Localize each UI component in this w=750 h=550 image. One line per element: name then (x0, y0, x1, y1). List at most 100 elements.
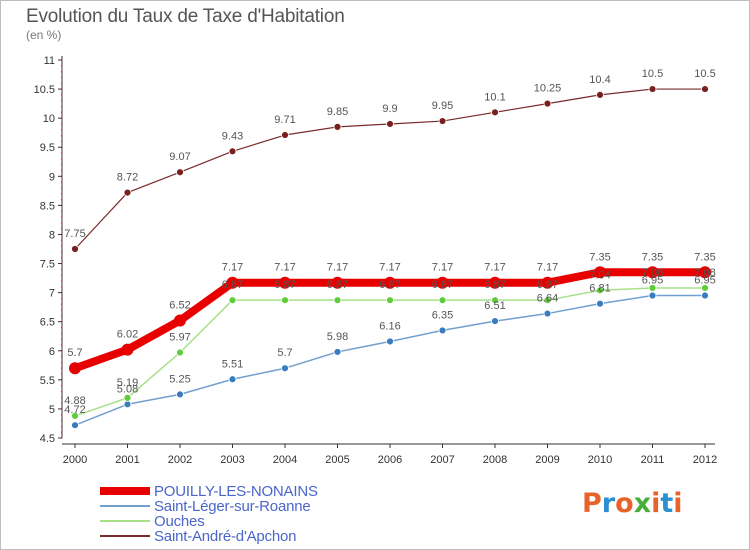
y-minor-tick (61, 327, 63, 329)
x-tick-label: 2005 (325, 454, 349, 466)
data-point (176, 348, 184, 357)
data-label: 7.17 (484, 262, 505, 274)
y-minor-tick (61, 164, 63, 166)
data-point (123, 393, 132, 402)
data-label: 5.51 (222, 358, 243, 370)
y-minor-tick (61, 414, 63, 416)
y-minor-tick (61, 100, 63, 102)
y-minor-tick (61, 135, 63, 137)
data-point (281, 296, 289, 305)
data-label: 7.04 (589, 269, 610, 281)
data-point (333, 348, 342, 356)
legend-label: POUILLY-LES-NONAINS (154, 483, 318, 500)
y-minor-tick (61, 193, 63, 195)
data-label: 5.97 (169, 332, 190, 344)
logo-letter: o (615, 488, 634, 519)
y-tick-label: 9 (49, 171, 55, 183)
y-minor-tick (61, 280, 63, 282)
data-label: 9.43 (222, 130, 243, 142)
data-label: 6.81 (589, 283, 610, 295)
y-minor-tick (61, 385, 63, 387)
y-minor-tick (61, 169, 63, 171)
data-label: 6.87 (222, 279, 243, 291)
data-point (648, 85, 657, 93)
data-point (71, 245, 79, 253)
data-point (543, 309, 552, 318)
data-point (438, 326, 447, 335)
data-label: 7.35 (589, 251, 610, 263)
data-point (701, 284, 709, 292)
data-point (648, 284, 657, 292)
logo-letter: r (601, 488, 616, 519)
y-minor-tick (61, 361, 63, 363)
data-point (176, 168, 184, 177)
data-label: 9.07 (169, 151, 190, 163)
data-point (386, 120, 394, 128)
data-point (543, 296, 552, 305)
data-label: 10.25 (534, 83, 562, 95)
y-minor-tick (61, 158, 63, 160)
data-label: 6.16 (379, 320, 400, 332)
data-point (71, 412, 79, 420)
data-label: 10.5 (694, 68, 715, 80)
data-label: 5.19 (117, 377, 138, 389)
legend-swatch (100, 487, 150, 495)
data-label: 7.75 (64, 228, 85, 240)
series-0 (69, 266, 711, 375)
data-point (123, 188, 132, 197)
y-minor-tick (61, 140, 63, 142)
series-group (69, 85, 711, 430)
data-point (384, 276, 396, 289)
y-minor-tick (61, 338, 63, 340)
y-minor-tick (61, 268, 63, 270)
data-label: 9.85 (327, 106, 348, 118)
data-label: 9.71 (274, 114, 295, 126)
y-minor-tick (61, 94, 63, 96)
data-label: 7.08 (642, 267, 663, 279)
data-point (331, 276, 344, 289)
data-point (701, 291, 709, 300)
data-label: 7.35 (694, 251, 715, 263)
data-label: 5.7 (67, 347, 82, 359)
y-tick-label: 7 (49, 288, 55, 300)
series-line (74, 294, 706, 426)
data-label: 5.7 (277, 347, 292, 359)
data-point (596, 299, 604, 308)
x-tick-label: 2002 (168, 454, 192, 466)
logo-letter: i (651, 488, 661, 519)
data-label: 7.17 (432, 262, 453, 274)
data-label: 5.08 (117, 383, 138, 395)
data-point (333, 122, 342, 131)
logo-letter: i (673, 488, 683, 519)
data-label: 7.35 (642, 251, 663, 263)
data-point (596, 90, 604, 99)
data-point (491, 317, 499, 326)
y-minor-tick (61, 210, 63, 212)
x-tick-label: 2009 (535, 454, 559, 466)
y-tick-label: 10 (43, 113, 55, 125)
data-point (71, 421, 79, 430)
legend-swatch (100, 535, 150, 537)
data-point (176, 390, 184, 399)
data-point (699, 266, 711, 279)
logo-letter: P (582, 488, 602, 519)
data-point (436, 276, 449, 289)
y-minor-tick (61, 222, 63, 224)
logo-letter: x (633, 488, 652, 519)
axes: 4.5 5 5.5 6 6.5 7 7.5 8 8.5 9 9.5 10 10.5 11 2000 2001 2… (34, 55, 718, 466)
y-minor-tick (61, 228, 63, 230)
data-point (174, 314, 186, 327)
chart-unit: (en %) (26, 28, 62, 42)
y-minor-tick (61, 356, 63, 358)
y-tick-label: 5.5 (40, 375, 55, 387)
data-point (123, 400, 132, 409)
data-label: 6.87 (379, 279, 400, 291)
y-minor-tick (61, 257, 63, 259)
x-tick-label: 2011 (641, 454, 665, 466)
y-tick-label: 7.5 (40, 259, 55, 271)
data-label: 10.1 (484, 91, 505, 103)
y-minor-tick (61, 425, 63, 427)
y-minor-tick (61, 129, 63, 131)
y-tick-label: 8.5 (40, 200, 55, 212)
data-label: 4.88 (64, 395, 85, 407)
